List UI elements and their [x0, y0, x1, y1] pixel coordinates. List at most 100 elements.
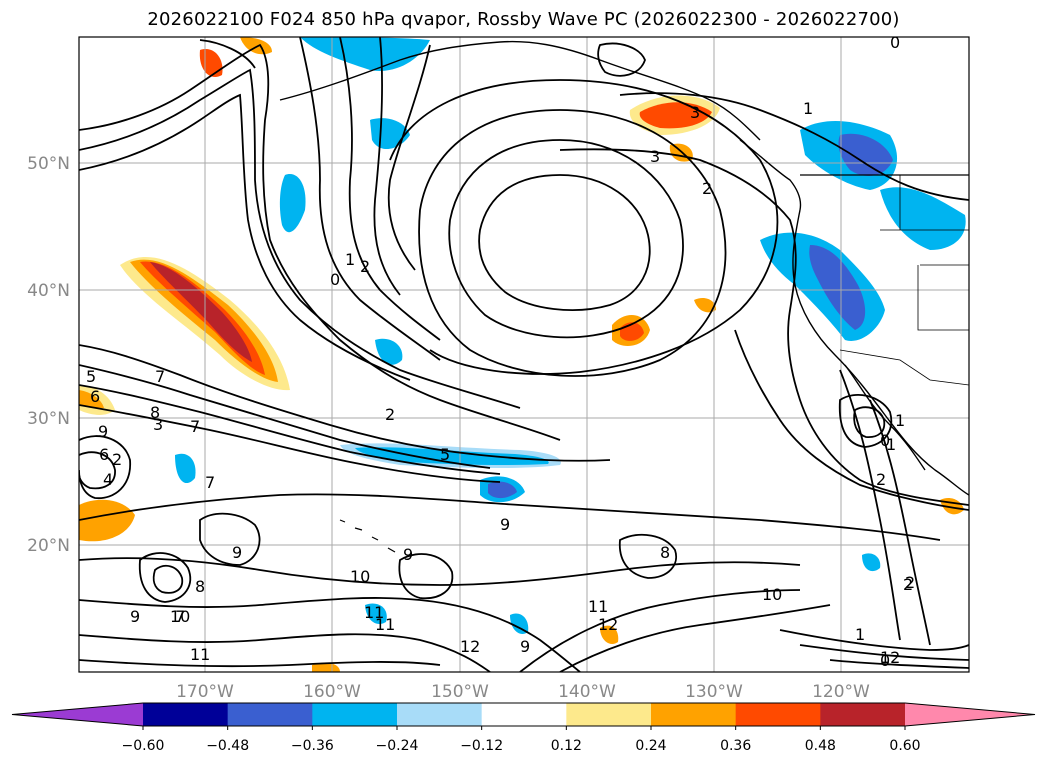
contour-line [418, 109, 727, 377]
contour-line [79, 493, 941, 541]
contour-line [398, 553, 454, 600]
warm-anomaly-north-1 [199, 49, 223, 78]
cool-anomaly-west-coast-core [809, 245, 866, 330]
contour-line [519, 589, 801, 672]
lat-label: 40°N [27, 281, 70, 301]
contour-line [79, 659, 441, 668]
colorbar-swatch [143, 703, 229, 726]
contour-line [199, 39, 256, 69]
coastline-baja [844, 364, 926, 471]
contour-line [869, 399, 931, 646]
contour-label: 8 [195, 577, 205, 596]
contour-line [799, 644, 969, 661]
colorbar-extend-max [905, 703, 1035, 726]
contour-line [779, 629, 969, 651]
colorbar-swatch [735, 703, 821, 726]
contour-line [79, 93, 411, 381]
contour-label: 2 [905, 573, 915, 592]
colorbar: −0.60 −0.48 −0.36 −0.24 −0.12 0.12 0.24 0.36 0.4… [11, 702, 1036, 754]
contour-labels: 5677896789910111112912233012101220989101… [86, 37, 915, 670]
lat-label: 50°N [27, 154, 70, 174]
contour-label: 2 [903, 575, 913, 594]
cool-anomaly-south-2 [510, 613, 529, 635]
colorbar-swatch [651, 703, 737, 726]
contour-line [478, 174, 651, 311]
contour-label: 7 [190, 417, 200, 436]
contour-line [79, 384, 501, 475]
colorbar-swatch [312, 703, 398, 726]
contour-line [79, 68, 521, 409]
contour-label: 8 [660, 543, 670, 562]
colorbar-swatch [820, 703, 906, 726]
contour-line [448, 139, 684, 339]
contour-label: 3 [690, 103, 700, 122]
contour-label: 4 [103, 470, 113, 489]
contour-label: 11 [364, 603, 384, 622]
contour-line [152, 564, 184, 594]
contour-line [839, 369, 901, 641]
contour-label: 9 [130, 607, 140, 626]
contour-label: 11 [375, 615, 395, 634]
map-frame [78, 36, 970, 673]
contour-label: 1 [855, 625, 865, 644]
contour-label: 5 [86, 367, 96, 386]
lon-label: 160°W [303, 682, 361, 702]
contour-label: 1 [345, 250, 355, 269]
contour-label: 10 [170, 607, 190, 626]
shading-layer [79, 37, 966, 672]
contour-label: 2 [112, 450, 122, 469]
contour-line [838, 394, 893, 448]
contour-label: 10 [350, 567, 370, 586]
colorbar-tick-label: 0.12 [551, 738, 582, 754]
contour-line [618, 533, 677, 579]
border-us-mexico [839, 349, 969, 386]
contour-line [79, 597, 581, 672]
contour-line [138, 552, 192, 603]
contour-label: 11 [588, 597, 608, 616]
coastline-british-columbia [739, 139, 802, 211]
contour-line [79, 633, 491, 672]
contour-line [373, 37, 401, 296]
contour-label: 0 [330, 270, 340, 289]
contour-line [387, 44, 431, 271]
contour-label: 1 [803, 99, 813, 118]
contour-label: 7 [205, 473, 215, 492]
contour-line [199, 512, 261, 566]
colorbar-tick-label: −0.60 [122, 738, 165, 754]
colorbar-tick-label: 0.48 [805, 738, 836, 754]
contour-line [734, 329, 969, 511]
warm-anomaly-south-2 [312, 662, 340, 672]
lat-label: 20°N [27, 536, 70, 556]
hawaii-islands [339, 519, 396, 553]
contour-label: 12 [460, 637, 480, 656]
colorbar-swatch [227, 703, 313, 726]
cool-anomaly-rockies [880, 187, 966, 250]
contour-line [299, 37, 441, 361]
contour-label: 1 [886, 435, 896, 454]
lon-label: 130°W [685, 682, 743, 702]
contour-line [559, 148, 969, 506]
contour-line [829, 659, 969, 669]
contour-line [79, 43, 561, 441]
cool-anomaly-west-2 [375, 338, 403, 365]
colorbar-tick-label: 0.36 [720, 738, 751, 754]
contour-line [389, 79, 779, 375]
contour-label: 9 [500, 515, 510, 534]
contour-line [597, 42, 646, 77]
contour-label: 2 [876, 470, 886, 489]
contour-label: 10 [762, 585, 782, 604]
contour-label: 12 [880, 648, 900, 667]
lat-label: 30°N [27, 409, 70, 429]
cool-anomaly-alaska [300, 37, 430, 71]
map-plot-area: 5677896789910111112912233012101220989101… [79, 37, 969, 672]
contour-label: 0 [880, 431, 890, 450]
warm-anomaly-west-3 [79, 390, 104, 409]
longitude-labels: 170°W 160°W 150°W 140°W 130°W 120°W [176, 682, 870, 702]
colorbar-tick-label: −0.24 [376, 738, 419, 754]
warm-anomaly-south-1 [600, 625, 619, 645]
contour-line [79, 404, 501, 483]
contour-label: 9 [232, 543, 242, 562]
cool-anomaly-canada-core [838, 133, 893, 176]
contour-label: 2 [385, 405, 395, 424]
figure-title: 2026022100 F024 850 hPa qvapor, Rossby W… [147, 9, 900, 30]
